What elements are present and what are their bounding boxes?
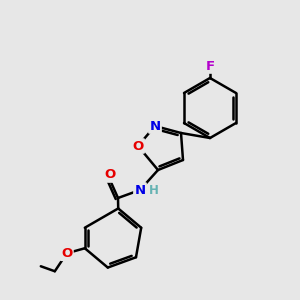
Text: N: N <box>134 184 146 196</box>
Text: O: O <box>104 169 116 182</box>
Text: F: F <box>206 59 214 73</box>
Text: N: N <box>149 119 161 133</box>
Text: O: O <box>132 140 144 152</box>
Text: H: H <box>149 184 159 197</box>
Text: O: O <box>61 247 72 260</box>
